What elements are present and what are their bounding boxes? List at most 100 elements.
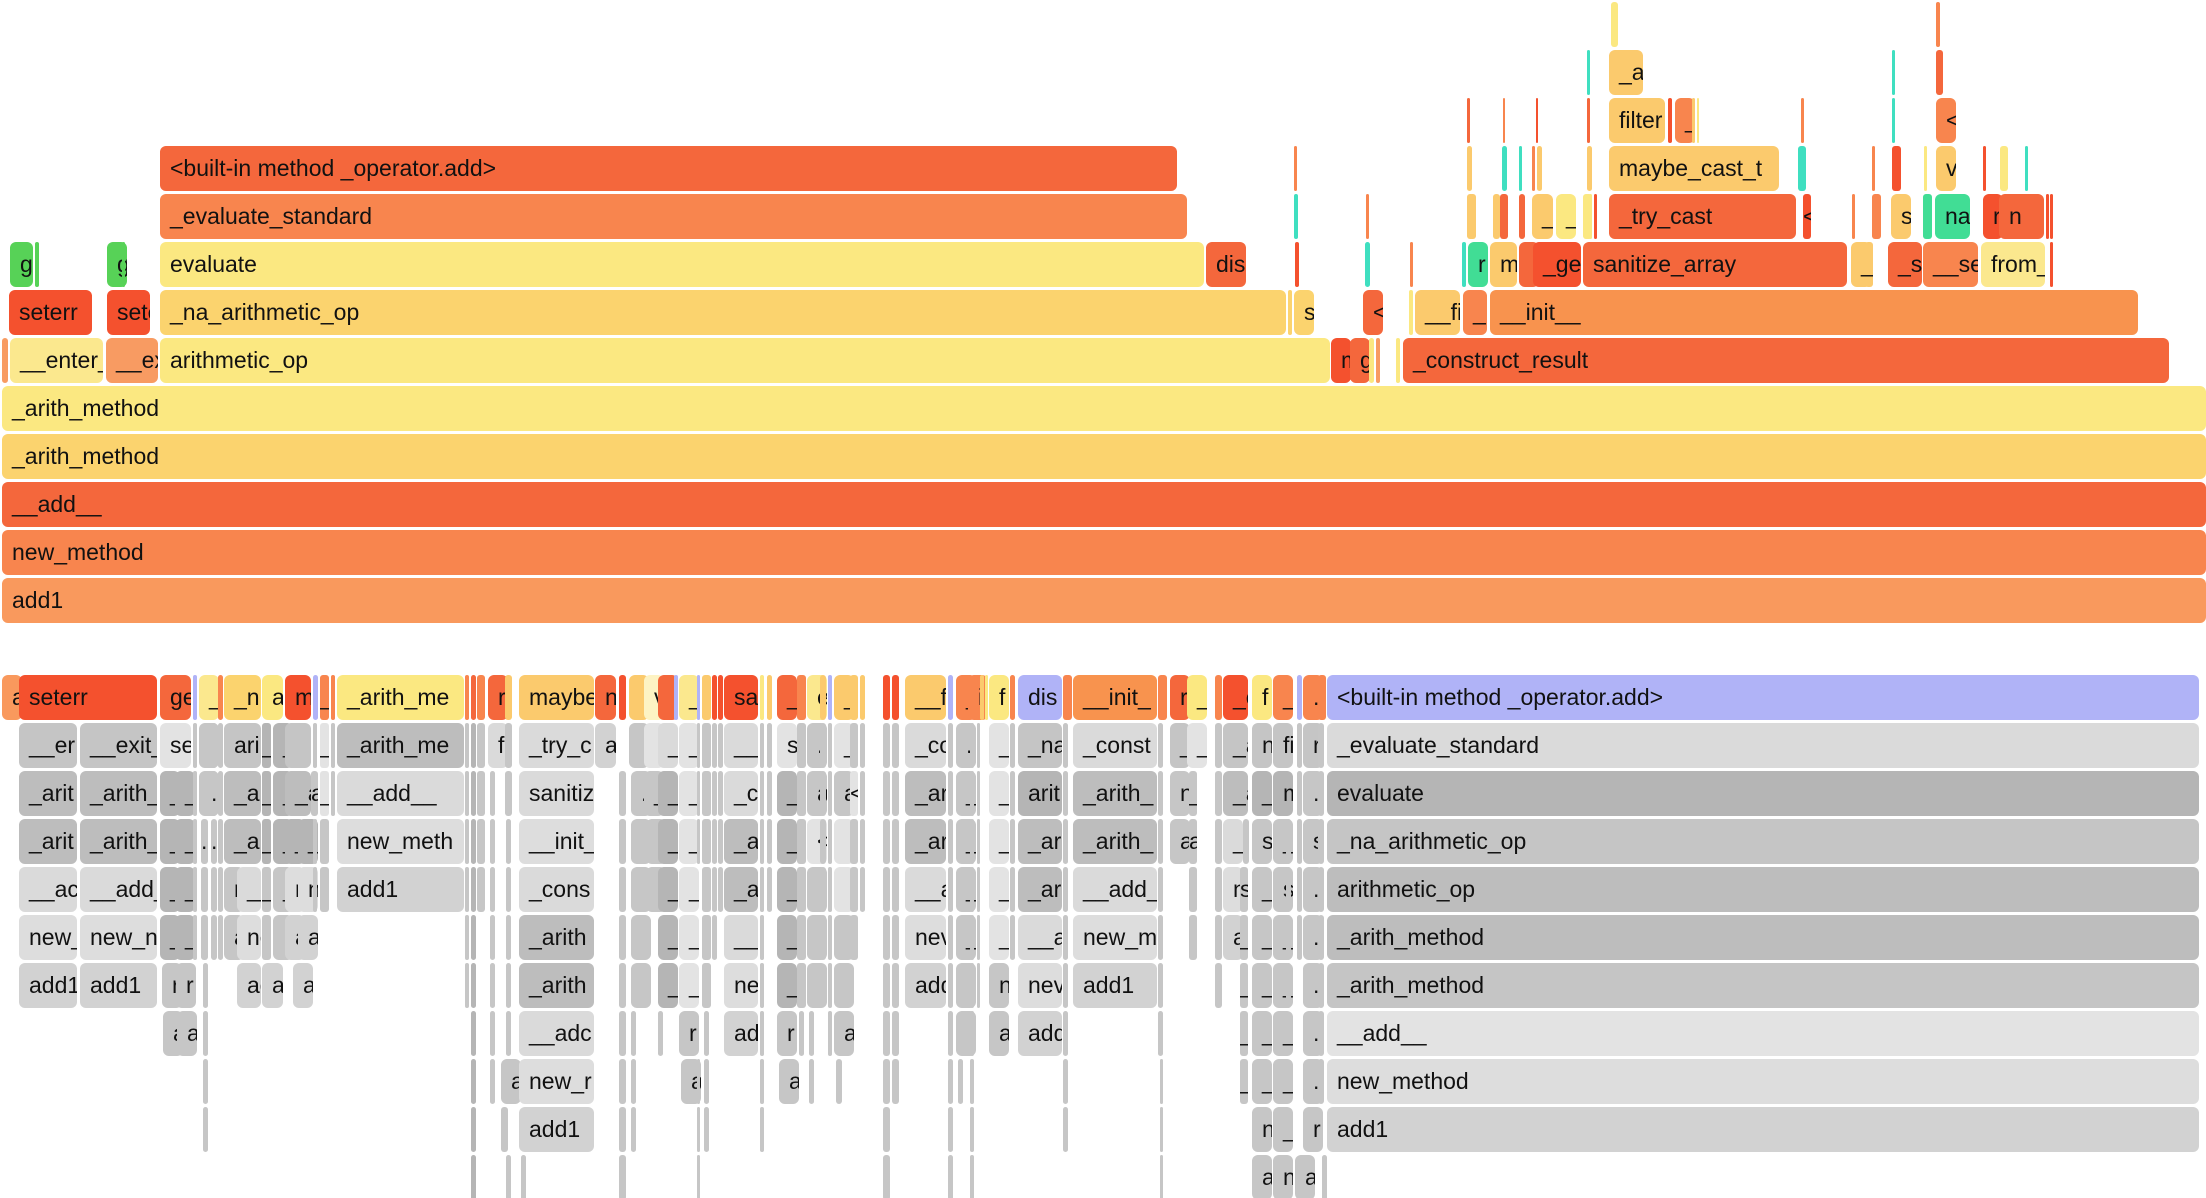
frame-bar[interactable]: new_	[19, 915, 77, 960]
frame-bar[interactable]	[948, 675, 953, 720]
frame-bar[interactable]	[506, 1011, 511, 1056]
frame-bar[interactable]: __add__	[1327, 1011, 2199, 1056]
frame-bar[interactable]	[977, 867, 980, 912]
frame-bar[interactable]	[619, 963, 626, 1008]
frame-bar[interactable]: _	[1273, 1059, 1293, 1104]
frame-bar[interactable]: r	[777, 1011, 797, 1056]
frame-bar[interactable]	[1376, 338, 1380, 383]
frame-bar[interactable]	[1160, 1107, 1163, 1152]
frame-bar[interactable]: __adc	[519, 1011, 594, 1056]
frame-bar[interactable]: a	[834, 771, 854, 816]
frame-bar[interactable]: _	[679, 819, 699, 864]
frame-bar[interactable]	[1318, 675, 1326, 720]
frame-bar[interactable]	[1063, 915, 1068, 960]
frame-bar[interactable]	[477, 771, 485, 816]
frame-bar[interactable]: _	[1675, 98, 1695, 143]
frame-bar[interactable]: add1	[2, 578, 2206, 623]
frame-bar[interactable]	[1366, 194, 1369, 239]
frame-bar[interactable]	[201, 867, 208, 912]
frame-bar[interactable]: _	[175, 915, 195, 960]
frame-bar[interactable]: _a	[1223, 723, 1248, 768]
frame-bar[interactable]: _	[175, 819, 195, 864]
frame-bar[interactable]	[2050, 194, 2053, 239]
frame-bar[interactable]	[313, 675, 318, 720]
frame-bar[interactable]	[1010, 867, 1015, 912]
frame-bar[interactable]: s	[777, 723, 797, 768]
frame-bar[interactable]	[1297, 771, 1302, 816]
frame-bar[interactable]	[712, 675, 717, 720]
frame-bar[interactable]: new_method	[2, 530, 2206, 575]
frame-bar[interactable]	[2, 338, 8, 383]
frame-bar[interactable]: _	[320, 771, 329, 816]
frame-bar[interactable]: _arith	[519, 963, 594, 1008]
frame-bar[interactable]	[505, 771, 512, 816]
frame-bar[interactable]	[797, 675, 806, 720]
frame-bar[interactable]: _	[262, 867, 271, 912]
frame-bar[interactable]	[697, 723, 700, 768]
frame-bar[interactable]	[1537, 146, 1542, 191]
frame-bar[interactable]	[760, 867, 764, 912]
frame-bar[interactable]: _	[679, 963, 699, 1008]
frame-bar[interactable]	[850, 915, 858, 960]
frame-bar[interactable]: m	[1490, 242, 1517, 287]
frame-bar[interactable]	[1189, 867, 1197, 912]
frame-bar[interactable]	[313, 819, 317, 864]
frame-bar[interactable]: sanitize_array	[1583, 242, 1847, 287]
frame-bar[interactable]: g	[10, 242, 33, 287]
frame-bar[interactable]	[834, 867, 854, 912]
frame-bar[interactable]	[1532, 146, 1535, 191]
frame-bar[interactable]: a	[311, 771, 318, 816]
frame-bar[interactable]: f	[989, 675, 1009, 720]
frame-bar[interactable]	[883, 963, 890, 1008]
frame-bar[interactable]	[799, 1011, 804, 1056]
frame-bar[interactable]	[883, 867, 890, 912]
frame-bar[interactable]	[477, 675, 485, 720]
frame-bar[interactable]	[712, 723, 717, 768]
frame-bar[interactable]: n	[1252, 723, 1272, 768]
frame-bar[interactable]	[1243, 819, 1249, 864]
frame-bar[interactable]	[1924, 146, 1927, 191]
frame-bar[interactable]	[1297, 915, 1302, 960]
frame-bar[interactable]	[1158, 1011, 1163, 1056]
frame-bar[interactable]	[834, 819, 854, 864]
frame-bar[interactable]	[767, 675, 772, 720]
frame-bar[interactable]	[892, 723, 899, 768]
frame-bar[interactable]	[1467, 146, 1472, 191]
frame-bar[interactable]	[1589, 194, 1592, 239]
frame-bar[interactable]	[218, 771, 223, 816]
frame-bar[interactable]	[631, 1107, 636, 1152]
frame-bar[interactable]: _arit	[19, 771, 77, 816]
frame-bar[interactable]: __add__	[337, 771, 464, 816]
frame-bar[interactable]: disp	[1206, 242, 1246, 287]
frame-bar[interactable]: m	[1273, 771, 1293, 816]
frame-bar[interactable]: _	[777, 771, 797, 816]
frame-bar[interactable]	[477, 723, 485, 768]
frame-bar[interactable]: _	[658, 915, 678, 960]
frame-bar[interactable]	[828, 867, 832, 912]
frame-bar[interactable]	[1318, 1011, 1324, 1056]
frame-bar[interactable]	[1160, 1155, 1163, 1198]
frame-bar[interactable]	[490, 867, 495, 912]
frame-bar[interactable]	[883, 819, 890, 864]
frame-bar[interactable]	[1286, 819, 1291, 864]
frame-bar[interactable]	[883, 1107, 890, 1152]
frame-bar[interactable]	[218, 819, 223, 864]
frame-bar[interactable]	[471, 1059, 476, 1104]
frame-bar[interactable]	[1063, 963, 1068, 1008]
frame-bar[interactable]	[1295, 242, 1299, 287]
frame-bar[interactable]	[1594, 194, 1597, 239]
frame-bar[interactable]	[1410, 242, 1413, 287]
frame-bar[interactable]: m	[285, 675, 311, 720]
frame-bar[interactable]	[1318, 915, 1324, 960]
frame-bar[interactable]	[836, 1059, 842, 1104]
frame-bar[interactable]	[1294, 194, 1298, 239]
frame-bar[interactable]	[718, 723, 723, 768]
frame-bar[interactable]	[1215, 819, 1222, 864]
frame-bar[interactable]	[860, 819, 865, 864]
frame-bar[interactable]: _na	[1018, 723, 1062, 768]
frame-bar[interactable]: <	[1803, 194, 1811, 239]
frame-bar[interactable]	[948, 723, 953, 768]
frame-bar[interactable]: __add__	[2, 482, 2206, 527]
frame-bar[interactable]	[331, 771, 335, 816]
frame-bar[interactable]	[313, 723, 317, 768]
